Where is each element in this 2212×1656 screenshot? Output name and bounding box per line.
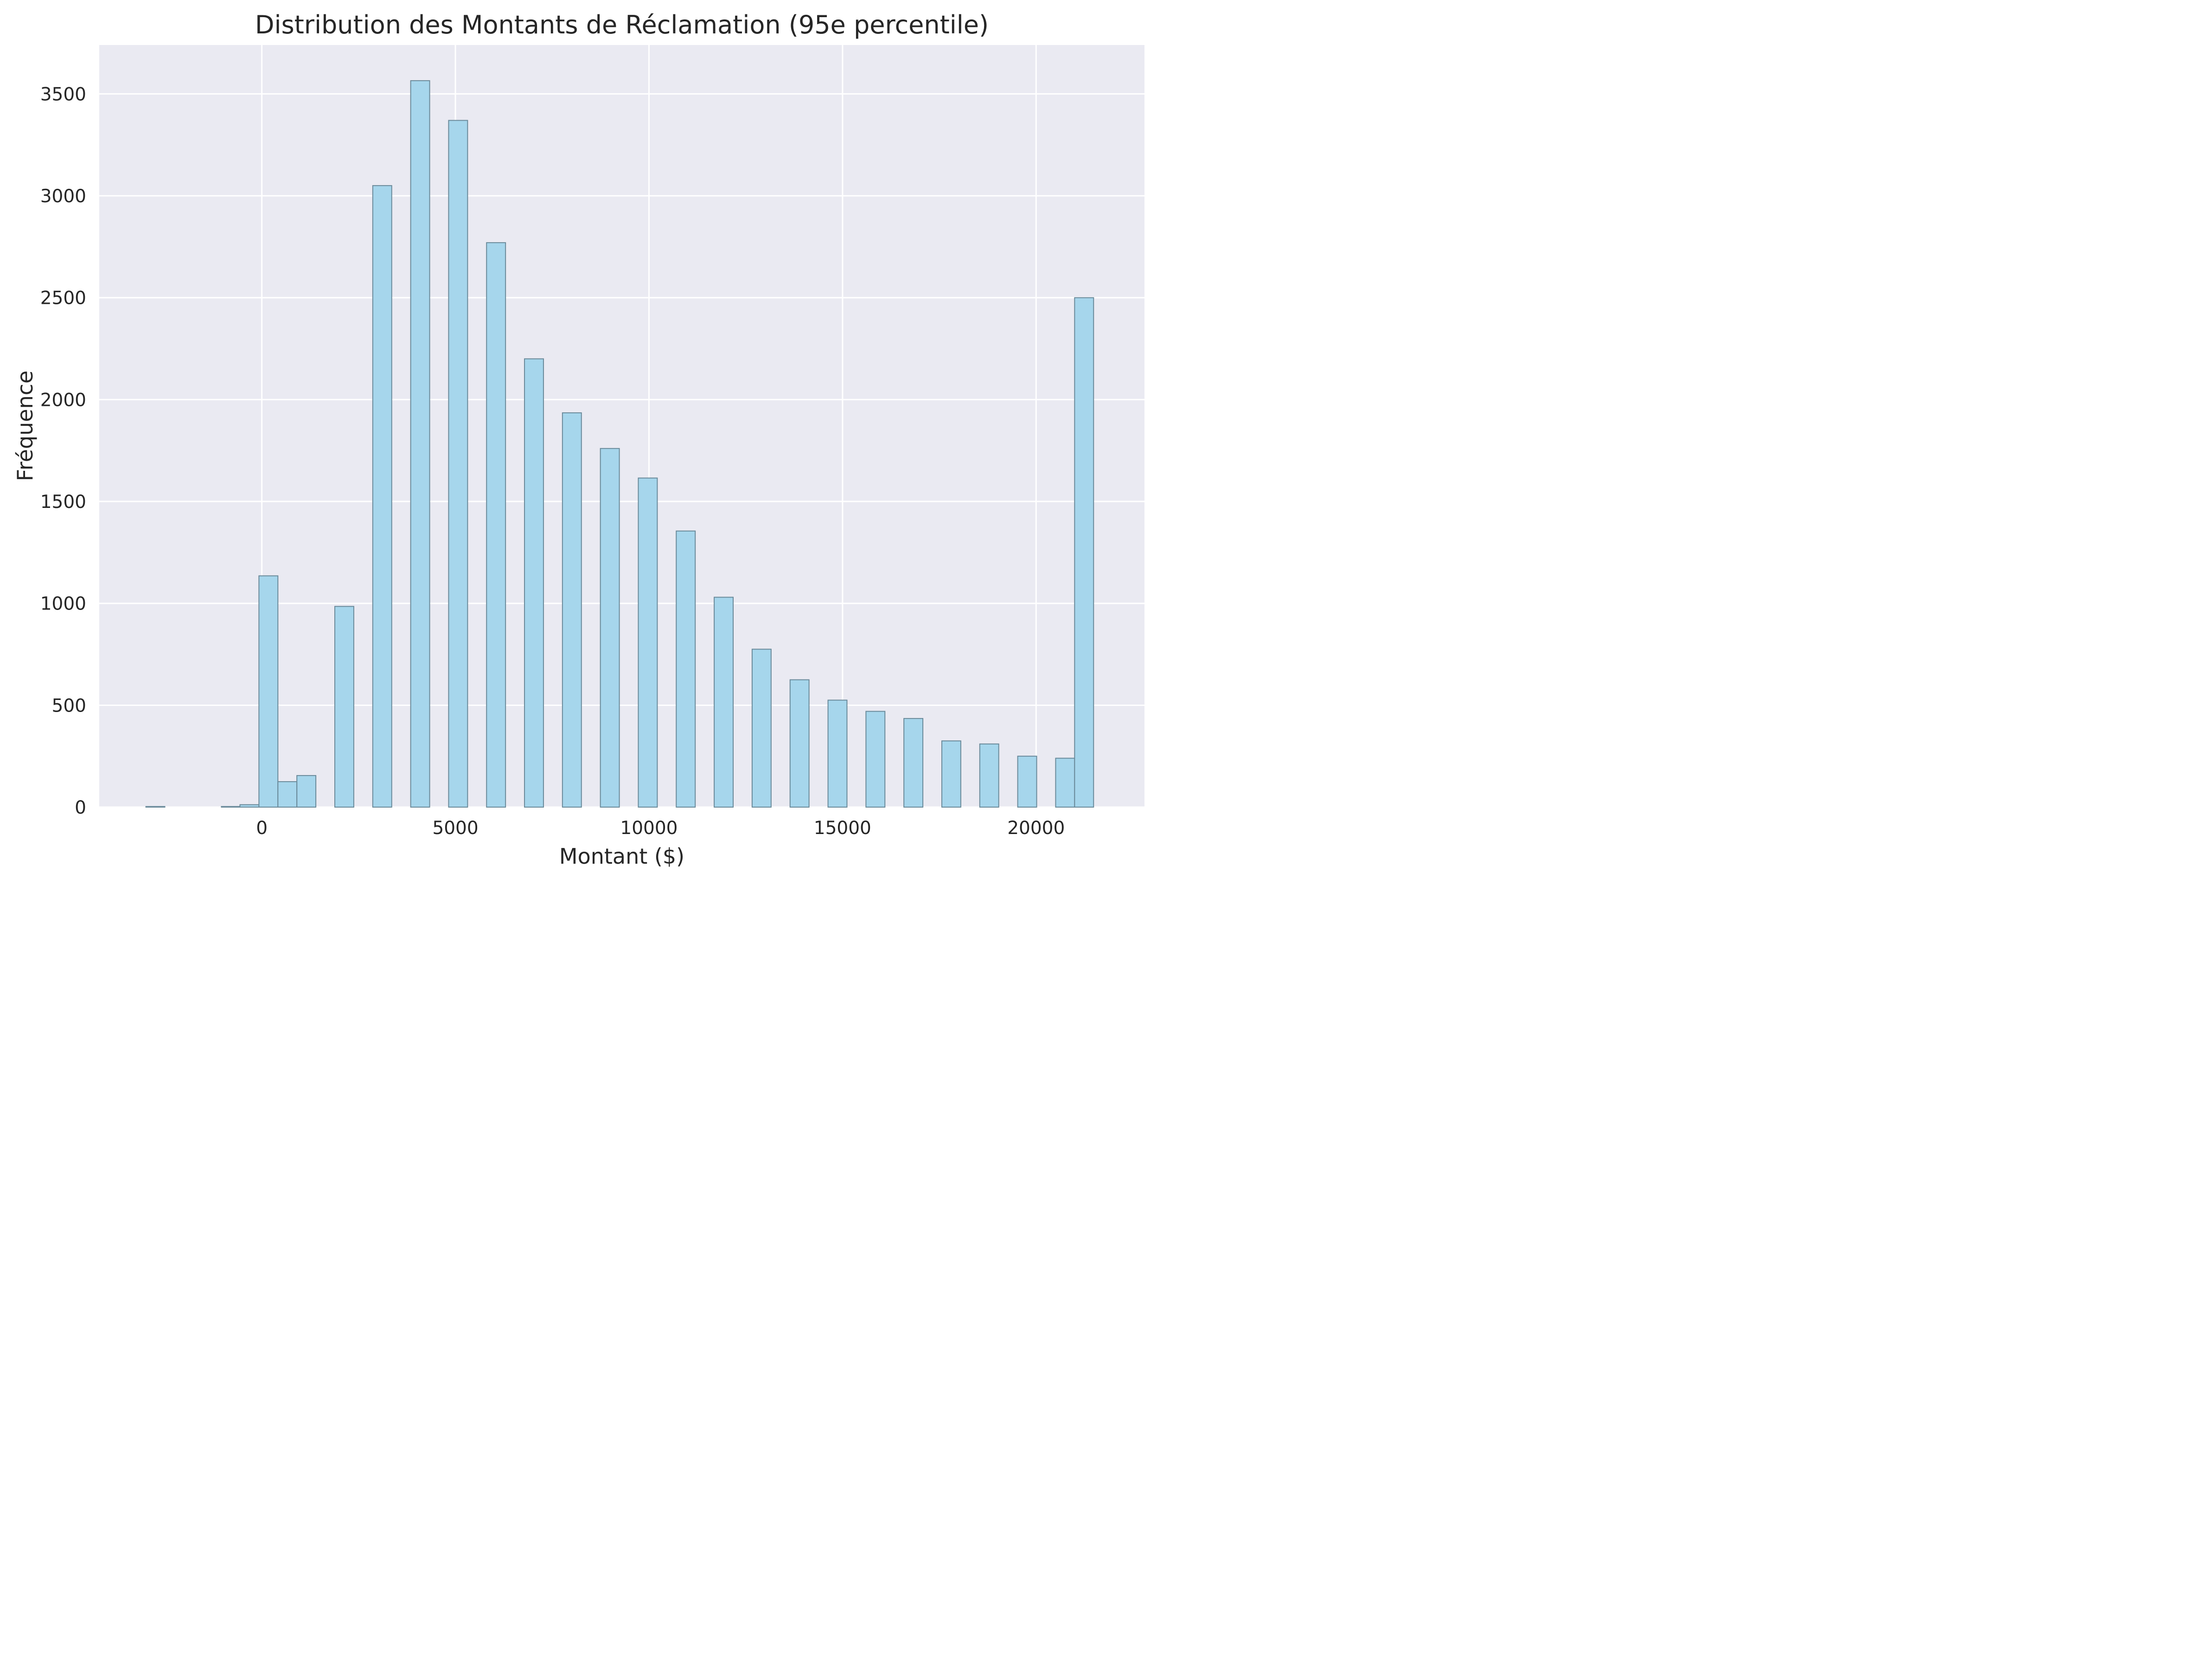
histogram-bar (1055, 757, 1075, 808)
histogram-bar (979, 743, 999, 808)
histogram-bar (524, 358, 544, 808)
y-tick-label: 3500 (40, 84, 86, 105)
histogram-bar (258, 575, 279, 808)
plot-area (99, 45, 1144, 807)
histogram-bar (903, 718, 924, 808)
histogram-bar (239, 804, 260, 808)
x-tick-label: 20000 (1007, 818, 1065, 839)
y-tick-label: 3000 (40, 186, 86, 207)
y-tick-label: 500 (52, 695, 86, 716)
histogram-bar (372, 185, 392, 808)
histogram-bar (865, 711, 886, 808)
histogram-bar (1074, 297, 1094, 808)
y-tick-label: 1500 (40, 492, 86, 513)
histogram-bar (562, 412, 582, 808)
x-tick-label: 5000 (432, 818, 478, 839)
x-axis-label: Montant ($) (559, 844, 684, 869)
histogram-bar (486, 242, 506, 808)
histogram-bar (410, 80, 430, 808)
histogram-bar (714, 597, 734, 808)
histogram-bar (334, 606, 354, 808)
histogram-bar (941, 740, 961, 808)
chart-title: Distribution des Montants de Réclamation… (255, 10, 989, 39)
x-tick-label: 10000 (620, 818, 678, 839)
histogram-bar (676, 530, 696, 808)
y-axis-label: Fréquence (13, 371, 38, 481)
histogram-bar (600, 448, 620, 808)
histogram-bar (1017, 756, 1037, 808)
histogram-bar (638, 477, 658, 808)
y-tick-labels: 0 500 1000 1500 2000 2500 3000 3500 (40, 84, 86, 818)
y-tick-label: 2000 (40, 390, 86, 411)
x-tick-labels: 0 5000 10000 15000 20000 (256, 818, 1065, 839)
histogram-bar (789, 679, 810, 808)
y-tick-label: 2500 (40, 288, 86, 309)
histogram-bar (296, 775, 317, 808)
histogram-bar (751, 648, 772, 808)
histogram-bars (145, 80, 1094, 808)
y-tick-label: 1000 (40, 594, 86, 615)
y-tick-label: 0 (75, 797, 86, 818)
x-tick-label: 0 (256, 818, 268, 839)
x-tick-label: 15000 (814, 818, 871, 839)
histogram-bar (827, 700, 848, 808)
histogram-bar (448, 120, 468, 808)
histogram-bar (277, 781, 298, 808)
